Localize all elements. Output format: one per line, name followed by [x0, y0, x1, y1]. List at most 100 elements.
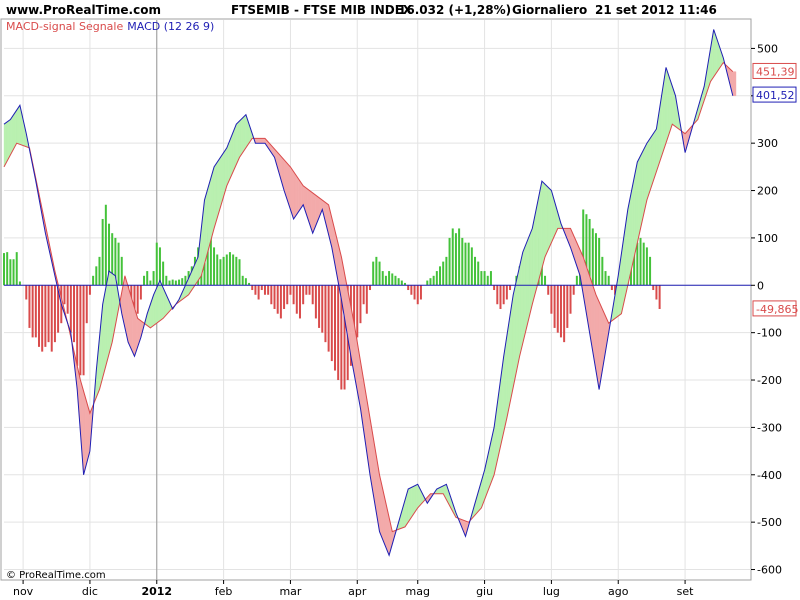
fill-segment-bearish: [301, 182, 304, 208]
histogram-bar: [79, 285, 82, 376]
histogram-bar: [365, 285, 368, 314]
fill-segment-bullish: [538, 188, 541, 281]
legend-signal-label: MACD-signal Segnale: [6, 20, 123, 33]
fill-segment-bullish: [549, 188, 552, 247]
histogram-bar: [321, 285, 324, 333]
histogram-bar: [359, 285, 362, 324]
histogram-bar: [104, 204, 107, 286]
fill-segment-bearish: [129, 291, 132, 350]
fill-segment-bullish: [153, 291, 156, 326]
histogram-bar: [206, 233, 209, 286]
fill-segment-bullish: [630, 185, 633, 272]
histogram-bar: [225, 254, 228, 286]
histogram-bar: [38, 285, 41, 347]
fill-segment-bullish: [232, 128, 235, 172]
fill-segment-bullish: [218, 156, 221, 213]
histogram-bar: [407, 285, 410, 291]
y-tick-label: -400: [757, 469, 782, 482]
histogram-bar: [642, 242, 645, 286]
fill-segment-bearish: [310, 191, 313, 234]
fill-segment-bullish: [407, 487, 410, 523]
histogram-bar: [550, 285, 553, 314]
fill-segment-bullish: [228, 139, 231, 183]
histogram-bar: [31, 285, 34, 338]
histogram-bar: [419, 285, 422, 300]
fill-segment-bearish: [290, 166, 293, 215]
signal-value-tag-box: [752, 62, 797, 79]
histogram-bar: [273, 285, 276, 309]
histogram-bar: [235, 256, 238, 286]
histogram-bar: [85, 285, 88, 324]
histogram-bar: [566, 285, 569, 328]
fill-segment-bullish: [511, 294, 514, 395]
histogram-bar: [283, 285, 286, 309]
fill-segment-bullish: [514, 280, 517, 380]
fill-segment-bullish: [14, 109, 17, 147]
histogram-bar: [658, 285, 661, 309]
histogram-bar: [305, 285, 308, 295]
fill-segment-bullish: [159, 280, 162, 322]
fill-segment-bullish: [223, 149, 226, 197]
histogram-bar: [181, 278, 184, 286]
histogram-bar: [41, 285, 44, 352]
histogram-bar: [509, 285, 512, 291]
histogram-bar: [598, 237, 601, 286]
histogram-bar: [451, 228, 454, 286]
fill-segment-bearish: [314, 193, 317, 230]
histogram-bar: [314, 285, 317, 319]
fill-segment-bullish: [18, 104, 21, 145]
histogram-bar: [378, 261, 381, 286]
histogram-bar: [216, 254, 219, 286]
histogram-bar: [464, 242, 467, 286]
fill-segment-bullish: [411, 486, 414, 519]
histogram-bar: [318, 285, 321, 328]
fill-segment-bullish: [524, 244, 527, 337]
histogram-bar: [311, 285, 314, 305]
histogram-bar: [63, 285, 66, 305]
fill-segment-bearish: [285, 161, 288, 201]
fill-segment-bullish: [520, 252, 523, 350]
histogram-bar: [614, 285, 617, 295]
histogram-bar: [34, 285, 37, 338]
histogram-bar: [254, 285, 257, 295]
histogram-bar: [400, 280, 403, 286]
fill-segment-bullish: [3, 122, 6, 167]
fill-segment-bullish: [637, 158, 640, 243]
histogram-bar: [381, 271, 384, 286]
histogram-bar: [435, 271, 438, 286]
fill-segment-bullish: [528, 232, 531, 318]
histogram-bar: [244, 278, 247, 286]
macd-value-tag: 401,52: [752, 86, 797, 103]
fill-segment-bullish: [646, 140, 649, 201]
histogram-bar: [251, 285, 254, 291]
histogram-bar: [572, 285, 575, 295]
histogram-bar: [404, 282, 407, 286]
fill-segment-bullish: [643, 146, 646, 215]
fill-segment-bullish: [105, 279, 108, 366]
fill-segment-bullish: [104, 287, 107, 372]
histogram-bar: [276, 285, 279, 314]
fill-segment-bullish: [551, 190, 554, 243]
fill-segment-bullish: [209, 177, 212, 247]
histogram-bar: [369, 285, 371, 291]
x-tick-label: giu: [476, 585, 493, 598]
histogram-bar: [260, 285, 263, 291]
fill-segment-bullish: [162, 287, 165, 319]
fill-segment-bullish: [10, 116, 13, 156]
histogram-bar: [3, 253, 5, 286]
histogram-bar: [28, 285, 31, 328]
histogram-bar: [655, 285, 658, 300]
histogram-bar: [474, 256, 477, 286]
legend: MACD-signal Segnale MACD (12 26 9): [6, 20, 214, 33]
histogram-bar: [375, 256, 378, 286]
fill-segment-bullish: [672, 86, 675, 126]
fill-segment-bullish: [102, 295, 105, 378]
histogram-bar: [477, 261, 480, 286]
histogram-bar: [44, 285, 47, 347]
fill-segment-bullish: [713, 29, 716, 78]
fill-segment-bullish: [517, 266, 520, 365]
histogram-bar: [25, 285, 28, 300]
x-axis: nov dic 2012 feb mar apr mag giu lug ago set: [13, 580, 694, 598]
histogram-bar: [292, 285, 295, 305]
histogram-bar: [302, 285, 305, 305]
